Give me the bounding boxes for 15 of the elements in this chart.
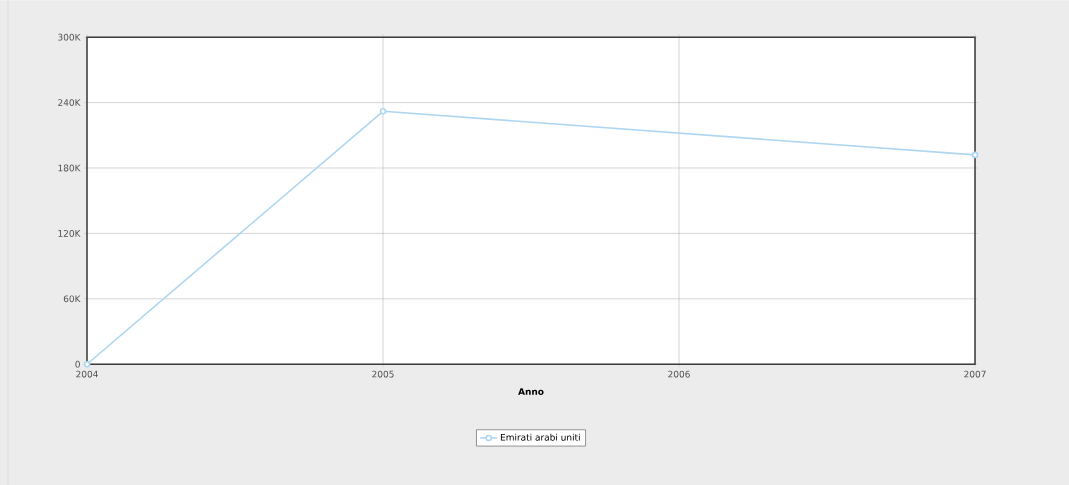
y-tick-label: 120K (58, 229, 81, 237)
point (379, 107, 387, 115)
x-tick-label: 2004 (76, 370, 98, 378)
x-tick-label: 2005 (372, 370, 394, 378)
y-tick-label: 60K (63, 295, 81, 302)
y-tick-label: 180K (58, 164, 81, 172)
point (83, 360, 91, 368)
x-tick-label: 2006 (668, 370, 690, 378)
x-axis-title: Anno (518, 388, 544, 395)
legend-label: Emirati arabi uniti (500, 433, 580, 441)
y-tick-label: 300K (58, 33, 81, 41)
point (971, 151, 979, 159)
y-tick-label: 240K (58, 99, 81, 106)
x-tick-label: 2007 (964, 370, 986, 378)
y-tick-label: 0 (75, 360, 80, 368)
